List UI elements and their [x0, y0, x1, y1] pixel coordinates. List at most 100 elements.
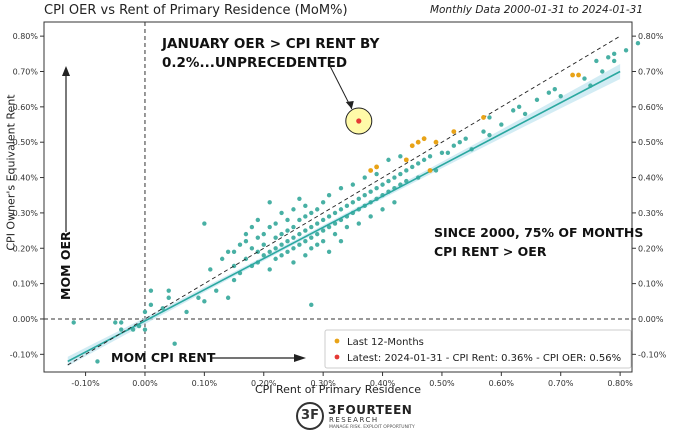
history-point	[297, 231, 302, 237]
history-point	[439, 150, 445, 156]
history-point	[356, 221, 361, 226]
history-point	[291, 224, 296, 230]
history-point	[261, 253, 266, 258]
recent-point	[415, 139, 421, 145]
history-point	[451, 143, 457, 148]
history-point	[273, 221, 278, 226]
history-point	[421, 157, 427, 163]
history-point	[184, 309, 189, 315]
recent-point	[433, 139, 439, 145]
history-point	[309, 235, 314, 240]
legend-latest-label: Latest: 2024-01-31 - CPI Rent: 0.36% - C…	[347, 353, 621, 364]
history-point	[95, 359, 100, 364]
brand-tagline: MANAGE RISK. EXPLOIT OPPORTUNITY	[329, 425, 415, 430]
x-tick-label: 0.10%	[192, 379, 218, 388]
history-point	[582, 76, 587, 81]
history-point	[309, 246, 314, 251]
history-point	[350, 200, 356, 205]
history-point	[356, 196, 361, 201]
confidence-band	[67, 64, 621, 367]
history-point	[71, 320, 76, 325]
history-point	[291, 235, 296, 240]
recent-point	[576, 72, 581, 78]
y-tick-label-right: 0.60%	[638, 103, 664, 112]
y-tick-label-right: 0.70%	[638, 67, 664, 76]
history-point	[261, 242, 266, 247]
history-point	[558, 94, 563, 99]
history-point	[142, 309, 148, 315]
history-point	[332, 210, 338, 216]
brand-sub: RESEARCH	[329, 416, 379, 424]
history-point	[522, 111, 528, 117]
recent-point	[570, 72, 576, 78]
history-point	[285, 238, 290, 244]
history-point	[320, 228, 326, 233]
history-point	[309, 302, 314, 308]
mom-cpi-rent-label: MOM CPI RENT	[111, 350, 216, 365]
y-tick-label-left: -0.10%	[10, 350, 39, 359]
y-tick-label-left: 0.70%	[13, 67, 39, 76]
history-point	[297, 217, 302, 223]
brand-name: 3FOURTEEN	[328, 403, 413, 417]
history-point	[445, 150, 451, 156]
x-tick-label: 0.30%	[310, 379, 336, 388]
mom-cpi-rent-arrow-head	[294, 354, 306, 362]
history-point	[231, 263, 237, 269]
history-point	[172, 341, 177, 346]
history-point	[225, 249, 231, 254]
history-point	[380, 182, 385, 187]
y-tick-label-right: 0.50%	[638, 138, 664, 147]
history-point	[303, 228, 308, 233]
history-point	[315, 207, 320, 212]
y-tick-label-right: 0.20%	[638, 244, 664, 253]
history-point	[392, 175, 397, 180]
history-point	[267, 267, 272, 272]
history-point	[374, 171, 379, 177]
y-axis-label: CPI Owner's Equivalent Rent	[4, 94, 18, 251]
y-tick-label-right: 0.80%	[638, 32, 664, 41]
history-point	[415, 161, 421, 166]
history-point	[534, 97, 540, 102]
history-point	[237, 242, 243, 247]
history-point	[315, 221, 320, 226]
history-point	[635, 41, 641, 46]
x-tick-label: 0.40%	[370, 379, 396, 388]
x-tick-label: 0.80%	[607, 379, 633, 388]
history-point	[552, 86, 557, 92]
history-point	[142, 327, 148, 332]
history-point	[303, 238, 308, 244]
recent-point	[427, 168, 433, 173]
history-point	[291, 260, 296, 265]
recent-point	[403, 157, 409, 163]
history-point	[457, 140, 462, 145]
history-point	[362, 175, 367, 180]
identity-line	[67, 35, 621, 366]
history-point	[243, 231, 249, 237]
history-point	[255, 235, 261, 240]
x-tick-label: -0.10%	[71, 379, 100, 388]
history-point	[202, 221, 207, 226]
y-tick-label-right: 0.30%	[638, 209, 664, 218]
history-point	[463, 136, 468, 141]
history-point	[606, 55, 611, 60]
history-point	[332, 231, 338, 237]
history-point	[380, 207, 385, 212]
history-point	[326, 224, 332, 230]
history-point	[427, 154, 433, 159]
history-point	[410, 164, 415, 170]
history-point	[350, 182, 356, 187]
y-tick-label-right: 0.00%	[638, 315, 664, 324]
x-axis-label: CPI Rent of Primary Residence	[254, 383, 422, 396]
brand-mark-icon: 3F	[296, 402, 324, 430]
x-tick-label: 0.00%	[132, 379, 158, 388]
history-point	[279, 231, 284, 237]
history-point	[516, 104, 522, 110]
history-point	[623, 48, 629, 53]
history-point	[398, 171, 403, 177]
history-point	[214, 288, 219, 293]
annotation-january: 0.2%...UNPRECEDENTED	[162, 55, 347, 71]
history-point	[315, 242, 320, 247]
legend: Last 12-Months Latest: 2024-01-31 - CPI R…	[324, 329, 632, 369]
recent-point	[368, 168, 374, 173]
